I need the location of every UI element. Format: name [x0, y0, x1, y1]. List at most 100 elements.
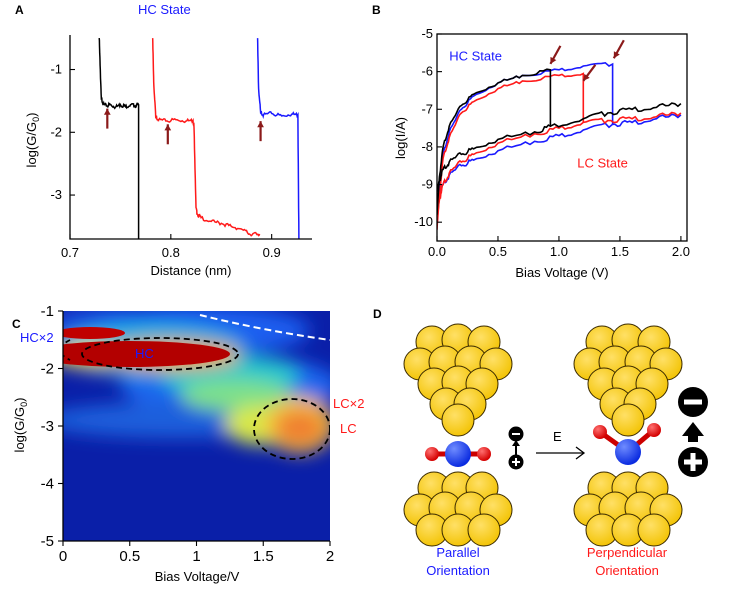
panel-d: D [373, 307, 708, 578]
panel-label-d: D [373, 307, 382, 321]
heatmap-hc-label: HC [135, 346, 154, 361]
panel-b-xtick-label: 0.0 [428, 244, 446, 259]
panel-a-ytick-label: -1 [50, 62, 62, 77]
panel-b-xtick-label: 1.5 [611, 244, 629, 259]
left-top-atom [441, 403, 475, 437]
panel-a-arrow-icon-head [164, 124, 172, 131]
panel-a-arrow-icon-head [103, 108, 111, 115]
large-up-arrow-icon [682, 422, 704, 436]
heatmap-image [63, 311, 330, 541]
hcx2-dashed-arc [63, 339, 71, 361]
panel-label-c: C [12, 317, 21, 331]
panel-a-axis-lines [69, 35, 312, 240]
heatmap-dashed-boundary [199, 314, 330, 341]
panel-a-axes: 0.7 0.8 0.9 -1 -2 -3 [50, 35, 312, 260]
perp-o-atom-right [647, 423, 661, 437]
large-dipole [678, 387, 708, 477]
panel-b-xtick-label: 0.5 [489, 244, 507, 259]
panel-a-ytick-label: -2 [50, 124, 62, 139]
right-top-electrode [573, 323, 683, 437]
panel-c-xtick-label: 0.5 [119, 548, 140, 565]
panel-b-ytick-label: -5 [421, 26, 433, 41]
panel-a-ylabel: log(G/G0) [24, 113, 41, 168]
right-top-atom [611, 403, 645, 437]
panel-a-trace-1 [151, 38, 261, 237]
panel-b-ytick-label: -8 [421, 139, 433, 154]
perp-center-atom [615, 439, 641, 465]
parallel-center-atom [445, 441, 471, 467]
panel-label-a: A [15, 3, 24, 17]
parallel-caption-line1: Parallel [436, 545, 479, 560]
panel-b-arrow-icon-head [550, 56, 557, 64]
perpendicular-caption-line1: Perpendicular [587, 545, 668, 560]
panel-c-ytick-label: -2 [41, 361, 54, 378]
panel-a-xtick-label: 0.7 [61, 245, 79, 260]
panel-c: C HC [12, 303, 364, 584]
panel-b-lc-trace-1 [437, 111, 682, 223]
hc-dashed-ellipse [81, 337, 239, 371]
perpendicular-molecule [593, 423, 661, 465]
panel-a-arrows [103, 108, 264, 145]
panel-a-title: HC State [138, 2, 191, 17]
panel-b-frame [436, 33, 688, 242]
panel-b-hc-trace-2 [437, 68, 552, 215]
panel-c-ylabel: log(G/G0) [12, 398, 29, 453]
panel-b: B 0.0 0.5 1.0 1.5 2.0 -5 -6 -7 -8 -9 -10 Bias Volt… [372, 3, 690, 280]
heatmap-hc-core [63, 341, 230, 367]
heatmap-hcx2-label: HC×2 [20, 330, 54, 345]
panel-b-axes: 0.0 0.5 1.0 1.5 2.0 -5 -6 -7 -8 -9 -10 [414, 26, 690, 259]
parallel-o-atom-right [477, 447, 491, 461]
panel-b-hc-trace-1 [437, 72, 585, 230]
small-up-arrow-icon [512, 440, 520, 446]
panel-a-xtick-label: 0.9 [263, 245, 281, 260]
e-field-arrow: E [536, 429, 586, 460]
panel-c-ytick-label: -3 [41, 418, 54, 435]
panel-c-ytick-label: -5 [41, 533, 54, 550]
panel-b-ytick-label: -9 [421, 177, 433, 192]
panel-a-trace-2 [256, 38, 300, 239]
lc-dashed-ellipse [253, 398, 330, 460]
panel-c-xtick-label: 1 [192, 548, 200, 565]
left-top-electrode [403, 323, 513, 437]
right-bottom-electrode [573, 471, 683, 547]
e-field-label: E [553, 429, 562, 444]
panel-b-xtick-label: 1.0 [550, 244, 568, 259]
panel-b-lc-trace-2 [437, 102, 682, 193]
panel-a-series [98, 38, 300, 239]
panel-c-xtick-label: 0 [59, 548, 67, 565]
panel-b-arrow-icon-head [613, 51, 620, 59]
panel-c-xtick-label: 1.5 [253, 548, 274, 565]
panel-a-xlabel: Distance (nm) [151, 263, 232, 278]
panel-c-xlabel: Bias Voltage/V [155, 569, 240, 584]
panel-a-trace-0 [98, 38, 140, 239]
left-bottom-atom [467, 513, 501, 547]
panel-a: A HC State 0.7 0.8 0.9 -1 -2 -3 Distance (nm)… [15, 2, 312, 278]
panel-a-arrow-icon-head [257, 121, 264, 128]
panel-b-arrows [549, 39, 625, 82]
panel-c-xtick-label: 2 [326, 548, 334, 565]
panel-b-xlabel: Bias Voltage (V) [515, 265, 608, 280]
panel-b-xtick-label: 2.0 [672, 244, 690, 259]
panel-b-ytick-label: -7 [421, 101, 433, 116]
panel-b-ylabel: log(I/A) [393, 117, 408, 159]
panel-a-xtick-label: 0.8 [162, 245, 180, 260]
parallel-o-atom-left [425, 447, 439, 461]
panel-b-ytick-label: -10 [414, 214, 433, 229]
panel-b-lc-label: LC State [577, 156, 628, 171]
heatmap-lcx2-label: LC×2 [333, 396, 364, 411]
panel-c-ytick-label: -4 [41, 476, 54, 493]
panel-b-hc-label: HC State [449, 48, 502, 63]
panel-label-b: B [372, 3, 381, 17]
right-bottom-atom [637, 513, 671, 547]
perpendicular-caption-line2: Orientation [595, 563, 659, 578]
heatmap-lc-label: LC [340, 421, 357, 436]
small-dipole [508, 426, 524, 470]
perp-o-atom-left [593, 425, 607, 439]
panel-c-ytick-label: -1 [41, 303, 54, 320]
panel-a-ytick-label: -3 [50, 187, 62, 202]
parallel-molecule [425, 441, 491, 467]
e-arrow-head-icon [575, 446, 586, 460]
heatmap-hcx2-core [63, 327, 125, 339]
parallel-caption-line2: Orientation [426, 563, 490, 578]
panel-b-ytick-label: -6 [421, 64, 433, 79]
